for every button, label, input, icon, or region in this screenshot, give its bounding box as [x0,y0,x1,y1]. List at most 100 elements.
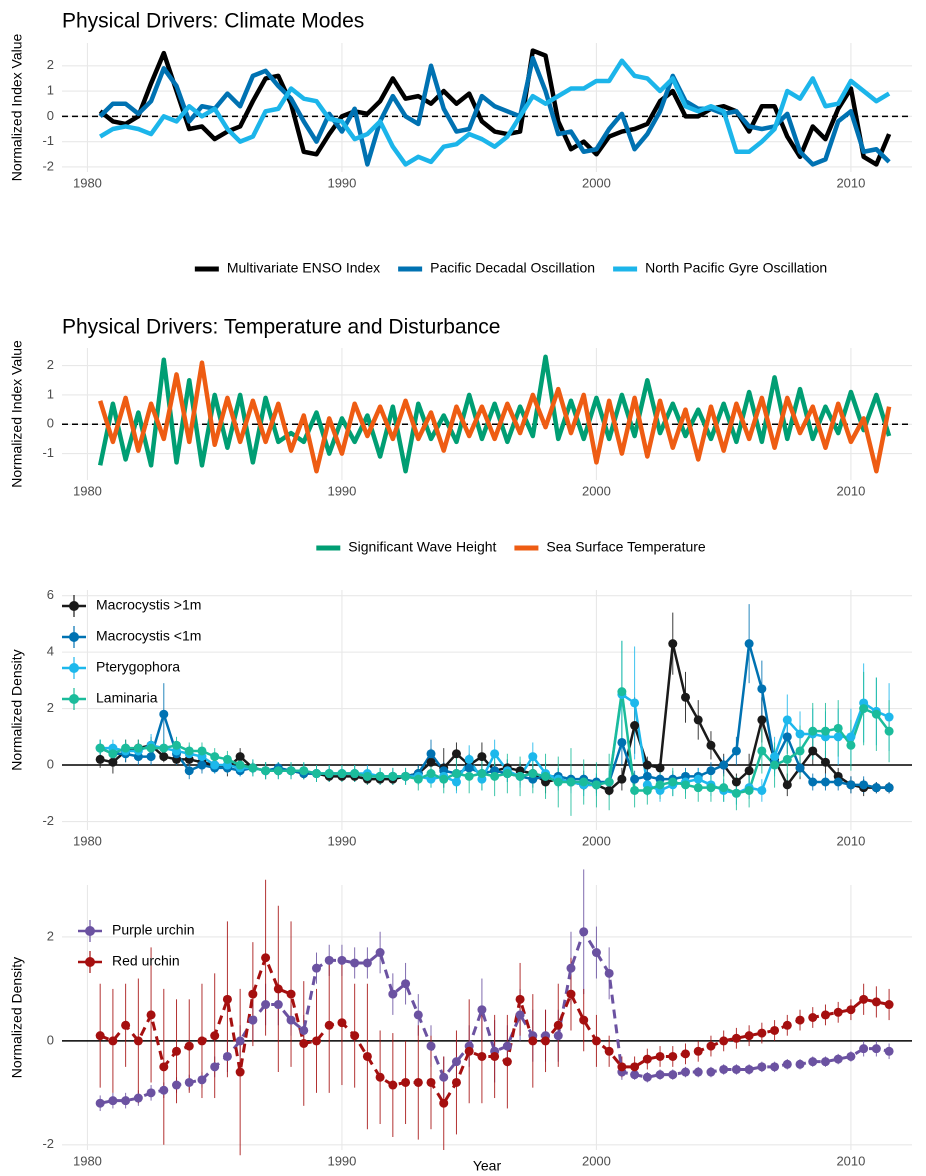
data-point [871,783,881,793]
data-point [706,1041,716,1051]
data-point [248,1015,258,1025]
data-point [884,1046,894,1056]
data-point [808,777,818,787]
x-tick-label: 2000 [582,833,611,848]
data-point [820,1010,830,1020]
y-axis-title: Normalized Index Value [9,340,25,488]
legend-swatch [85,926,95,936]
y-axis-title: Normalized Index Value [9,33,25,181]
data-point [744,1031,754,1041]
data-point [451,1077,461,1087]
data-point [859,704,869,714]
legend-swatch [69,663,79,673]
data-point [172,740,182,750]
data-point [719,1064,729,1074]
data-point [121,1096,131,1106]
data-point [782,1020,792,1030]
data-point [795,746,805,756]
data-point [184,1077,194,1087]
data-point [591,948,601,958]
data-point [273,766,283,776]
y-tick-label: 0 [47,108,54,123]
data-point [757,746,767,756]
data-point [871,709,881,719]
data-point [846,740,856,750]
data-point [719,760,729,770]
data-point [884,726,894,736]
data-point [553,1031,563,1041]
data-point [464,754,474,764]
data-point [439,774,449,784]
series-line [98,48,892,167]
data-point [693,1046,703,1056]
data-point [668,1070,678,1080]
series-line [98,55,891,167]
y-tick-label: 4 [47,644,54,659]
data-point [693,715,703,725]
data-point [795,729,805,739]
data-point [642,1054,652,1064]
data-point [401,771,411,781]
chart-title: Physical Drivers: Climate Modes [62,10,364,33]
data-point [731,1064,741,1074]
series-line [97,354,892,474]
data-point [617,687,627,697]
data-point [617,1062,627,1072]
data-point [350,1031,360,1041]
legend-label: Pterygophora [96,659,180,675]
data-point [235,1067,245,1077]
data-point [248,989,258,999]
data-point [362,1051,372,1061]
data-point [197,1036,207,1046]
data-point [681,692,691,702]
data-point [782,754,792,764]
data-point [299,766,309,776]
data-point [820,1057,830,1067]
data-point [426,749,436,759]
data-point [795,1015,805,1025]
data-point [426,1077,436,1087]
data-point [235,760,245,770]
data-point [541,771,551,781]
data-point [108,1036,118,1046]
y-tick-label: 2 [47,700,54,715]
x-axis-title: Year [473,1158,502,1174]
data-point [668,639,678,649]
data-point [681,1067,691,1077]
y-tick-label: 6 [47,587,54,602]
data-point [642,760,652,770]
y-tick-label: 1 [47,82,54,97]
data-point [159,752,169,762]
legend-label: Purple urchin [112,922,195,938]
data-point [311,1036,321,1046]
data-point [426,757,436,767]
x-tick-label: 1990 [327,175,356,190]
data-point [833,1054,843,1064]
y-tick-label: 0 [47,756,54,771]
data-point [413,1077,423,1087]
data-point [655,1070,665,1080]
data-point [719,1036,729,1046]
data-point [184,766,194,776]
data-point [439,1098,449,1108]
data-point [375,1072,385,1082]
legend: Significant Wave Height Sea Surface Tempe… [316,539,706,555]
data-point [566,777,576,787]
data-point [808,746,818,756]
data-point [451,749,461,759]
data-point [630,721,640,731]
y-tick-label: -2 [42,158,54,173]
data-point [159,709,169,719]
data-point [528,1036,538,1046]
data-point [770,1025,780,1035]
data-point [706,1067,716,1077]
y-tick-label: 2 [47,928,54,943]
data-point [172,1046,182,1056]
series-line [98,360,892,474]
data-point [146,752,156,762]
data-point [261,1000,271,1010]
data-point [502,1057,512,1067]
data-point [693,774,703,784]
data-point [426,1041,436,1051]
data-point [681,780,691,790]
